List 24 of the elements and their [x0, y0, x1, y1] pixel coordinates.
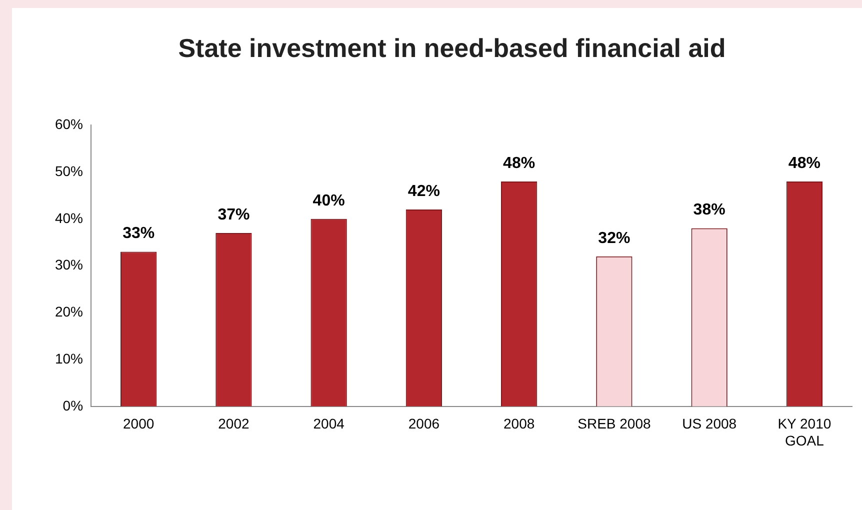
y-tick-label: 60% — [54, 116, 84, 132]
y-tick-label: 50% — [54, 162, 84, 179]
data-label: 32% — [598, 230, 630, 247]
data-label: 42% — [408, 182, 440, 200]
data-label: 38% — [693, 202, 726, 219]
x-tick-label: KY 2010 GOAL — [778, 416, 832, 448]
x-tick-label: US 2008 — [682, 416, 737, 432]
y-tick-label: 0% — [62, 397, 84, 414]
y-tick-label: 40% — [54, 210, 84, 226]
data-label: 48% — [503, 154, 536, 172]
data-label: 33% — [122, 225, 155, 242]
data-label: 48% — [788, 154, 820, 172]
x-tick-label: SREB 2008 — [578, 416, 651, 432]
x-tick-label: 2004 — [313, 416, 345, 432]
x-tick-label: 2006 — [408, 416, 440, 432]
data-label: 40% — [312, 192, 345, 210]
y-tick-label: 30% — [54, 256, 84, 273]
x-tick-label: 2002 — [218, 416, 250, 432]
chart-title: State investment in need-based financial aid — [178, 32, 726, 63]
data-label: 37% — [218, 206, 250, 224]
x-tick-label: 2008 — [503, 416, 535, 432]
x-tick-label: 2000 — [123, 416, 154, 432]
y-tick-label: 20% — [54, 304, 84, 320]
y-tick-label: 10% — [54, 350, 84, 366]
